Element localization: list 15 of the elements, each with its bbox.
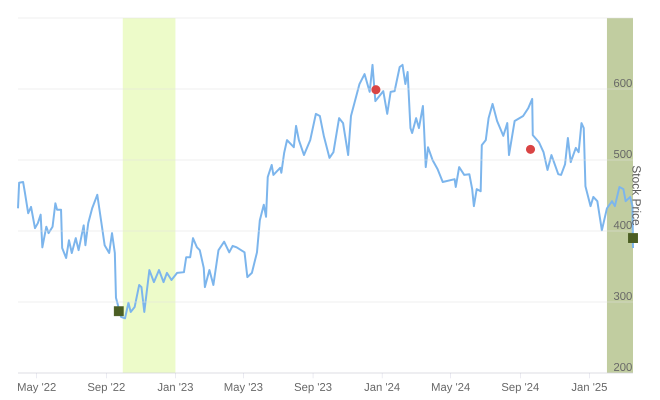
y-axis-title: Stock Price [632,166,642,226]
x-tick-label: Sep '22 [88,383,125,394]
x-tick-label: Jan '23 [158,383,193,391]
x-tick-label: Jan '24 [364,383,400,391]
x-tick-label: Jan '25 [572,383,607,391]
y-tick-label: 400 [614,220,632,229]
y-tick-label: 600 [614,78,632,87]
x-tick-label: Sep '24 [502,383,539,394]
y-tick-label: 200 [614,362,632,371]
x-tick-label: May '22 [18,383,56,394]
x-tick-label: May '23 [224,383,262,394]
x-tick-label: May '24 [432,383,470,394]
x-tick-label: Sep '23 [294,383,332,394]
y-tick-label: 500 [614,150,632,158]
y-tick-label: 300 [614,292,632,300]
